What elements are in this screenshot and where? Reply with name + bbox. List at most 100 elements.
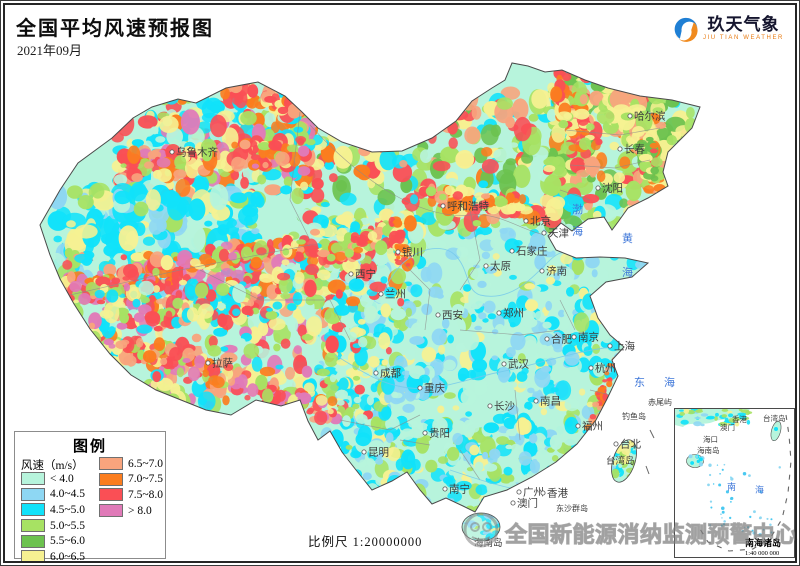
city-label: 武汉 — [508, 358, 529, 371]
legend-title: 图例 — [72, 438, 107, 455]
legend-range-label: 7.5~8.0 — [128, 488, 163, 501]
city-marker — [348, 271, 354, 277]
city-label: 南昌 — [540, 395, 561, 408]
city-marker — [483, 263, 489, 269]
city-marker — [501, 361, 507, 367]
legend-unit-label: 风速（m/s） — [21, 460, 84, 472]
city-label: 拉萨 — [212, 357, 233, 370]
logo-swirl-icon — [672, 16, 700, 49]
city-marker — [496, 310, 502, 316]
legend-item: 6.5~7.0 — [99, 456, 163, 472]
city-marker — [417, 385, 423, 391]
brand-logo: 玖天气象 JIU TIAN WEATHER — [672, 16, 784, 49]
city-label: 上海 — [614, 340, 635, 353]
forecast-month: 2021年09月 — [17, 43, 83, 58]
logo-sub-text: JIU TIAN WEATHER — [702, 35, 784, 41]
city-label: 成都 — [380, 368, 401, 380]
legend-item: 5.5~6.0 — [21, 533, 85, 549]
legend-swatch — [99, 504, 123, 518]
city-marker — [440, 203, 446, 209]
sea-label: 渤 — [572, 203, 583, 216]
city-marker — [575, 423, 581, 429]
city-label: 南宁 — [449, 483, 470, 496]
city-label: 太原 — [490, 260, 511, 273]
city-label: 哈尔滨 — [634, 110, 666, 123]
city-label: 石家庄 — [516, 245, 548, 258]
city-marker — [541, 230, 547, 236]
legend-column-right: 6.5~7.0 7.0~7.5 7.5~8.0 > 8.0 — [99, 456, 163, 518]
province-borders — [69, 111, 661, 481]
legend-range-label: 5.5~6.0 — [50, 535, 85, 548]
city-marker — [205, 360, 211, 366]
watermark: 全国新能源消纳监测预警中心 — [462, 511, 798, 554]
sea-label: 海 — [622, 265, 633, 279]
south-china-sea-inset: 台湾岛 香港 澳门 海口 海南岛南 海南海诸岛 1:40 000 000 — [674, 408, 795, 558]
sea-label: 海 — [572, 224, 583, 238]
city-marker — [510, 500, 516, 506]
city-marker — [627, 113, 633, 119]
city-label: 北京 — [530, 215, 551, 228]
page-title: 全国平均风速预报图 — [16, 18, 214, 40]
legend-swatch — [99, 488, 123, 502]
sea-labels: 渤海黄海东海赤尾屿钓鱼岛台湾岛东沙群岛海南岛 — [474, 203, 675, 549]
city-label: 福州 — [582, 420, 603, 433]
watermark-globe-icon — [462, 511, 500, 554]
legend-item: > 8.0 — [99, 503, 163, 519]
city-marker — [422, 430, 428, 436]
legend-item: 7.5~8.0 — [99, 487, 163, 503]
city-label: 重庆 — [424, 382, 445, 395]
city-label: 香港 — [547, 488, 568, 500]
inset-label: 香港 — [732, 414, 747, 424]
legend-item: 4.0~4.5 — [21, 487, 85, 503]
legend-swatch — [21, 519, 45, 533]
city-label: 台北 — [620, 438, 641, 451]
city-label: 澳门 — [517, 497, 538, 510]
city-marker — [169, 149, 175, 155]
legend-swatch — [21, 550, 45, 564]
city-label: 济南 — [546, 265, 567, 278]
city-label: 西安 — [442, 309, 463, 322]
city-label: 合肥 — [551, 333, 572, 346]
city-marker — [571, 334, 577, 340]
city-marker — [613, 441, 619, 447]
island-label: 钓鱼岛 — [622, 411, 646, 421]
city-marker — [373, 370, 379, 376]
city-marker — [539, 268, 545, 274]
city-marker — [361, 449, 367, 455]
legend-swatch — [21, 503, 45, 517]
city-marker — [442, 486, 448, 492]
legend-range-label: < 4.0 — [50, 472, 74, 485]
legend-range-label: 4.5~5.0 — [50, 503, 85, 516]
island-label: 台湾岛 — [606, 455, 635, 467]
city-marker — [516, 489, 522, 495]
city-marker — [533, 398, 539, 404]
legend-range-label: 4.0~4.5 — [50, 488, 85, 501]
city-marker — [588, 365, 594, 371]
legend-item: 6.0~6.5 — [21, 549, 85, 565]
city-label: 长春 — [624, 144, 645, 156]
city-marker — [607, 343, 613, 349]
city-label: 银川 — [402, 246, 423, 259]
city-label: 呼和浩特 — [447, 201, 489, 213]
legend-swatch — [99, 472, 123, 486]
inset-label: 1:40 000 000 — [745, 550, 779, 557]
logo-brand-text: 玖天气象 — [707, 15, 780, 34]
city-label: 长沙 — [494, 401, 515, 413]
legend-column-left: < 4.0 4.0~4.5 4.5~5.0 5.0~5.5 5.5~6.0 6.0~6.5 — [21, 471, 85, 565]
inset-label: 海 — [755, 484, 764, 495]
legend-item: 7.0~7.5 — [99, 472, 163, 488]
legend-range-label: 6.5~7.0 — [128, 457, 163, 470]
sea-label: 海 — [664, 375, 675, 389]
island-label: 东沙群岛 — [556, 503, 588, 513]
city-marker — [509, 248, 515, 254]
city-label: 天津 — [548, 228, 569, 240]
inset-label: 海南岛 — [697, 445, 720, 455]
city-label: 乌鲁木齐 — [176, 146, 218, 159]
city-marker — [617, 146, 623, 152]
city-label: 杭州 — [595, 362, 616, 375]
